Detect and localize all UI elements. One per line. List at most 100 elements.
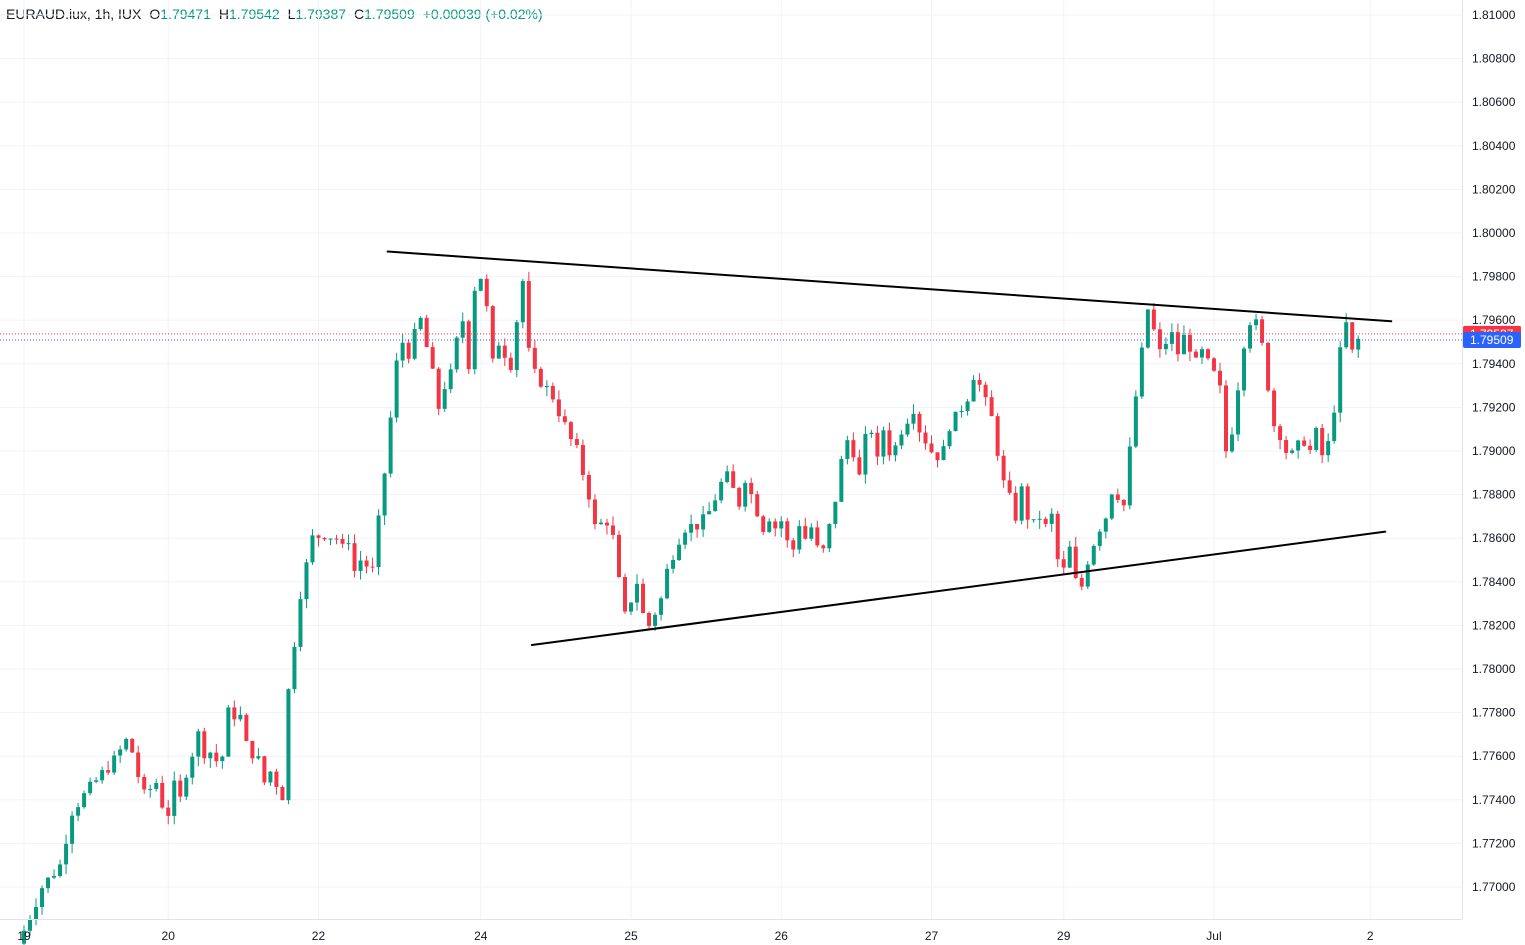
candle-body [178, 780, 183, 797]
candle-body [641, 583, 646, 614]
candle-body [334, 538, 339, 540]
trendline-lower[interactable] [530, 530, 1387, 647]
candle-body [148, 788, 153, 790]
candle-body [346, 543, 351, 545]
candle-body [677, 544, 682, 560]
candle-body [244, 714, 249, 741]
candle-body [184, 777, 189, 797]
candle-body [1332, 412, 1337, 442]
candle-body [532, 347, 537, 369]
candle-body [1061, 559, 1066, 568]
candle-body [154, 783, 159, 789]
chart-legend: EURAUD.iux, 1h, IUX O 1.79471 H 1.79542 … [6, 6, 543, 22]
candle-body [1338, 347, 1343, 413]
candle-body [442, 389, 447, 409]
x-tick-label: 26 [775, 929, 789, 943]
y-tick-label: 1.77400 [1472, 793, 1516, 807]
candle-body [1019, 486, 1024, 521]
candle-body [592, 499, 597, 525]
candle-body [731, 471, 736, 488]
y-tick-label: 1.79800 [1472, 270, 1516, 284]
candle-body [520, 281, 525, 323]
candle-body [1356, 338, 1361, 350]
candle-body [1260, 319, 1265, 343]
price-tag-label: 1.79509 [1470, 333, 1514, 347]
y-tick-label: 1.78400 [1472, 575, 1516, 589]
candle-body [671, 559, 676, 569]
candle-body [1314, 428, 1319, 450]
candle-body [160, 783, 165, 808]
candle-body [364, 560, 369, 567]
candle-body [418, 317, 423, 330]
x-tick-label: 24 [474, 929, 488, 943]
candle-body [1211, 358, 1216, 371]
candle-body [454, 337, 459, 370]
candle-body [1302, 440, 1307, 446]
legend-symbol[interactable]: EURAUD.iux, 1h, IUX [6, 6, 142, 22]
candle-body [1091, 545, 1096, 565]
candle-body [917, 413, 922, 433]
candle-body [947, 431, 952, 447]
candle-body [130, 738, 135, 753]
legend-close-value: 1.79509 [364, 6, 415, 22]
candle-body [965, 401, 970, 411]
candle-body [713, 500, 718, 512]
candle-body [580, 444, 585, 475]
y-tick-label: 1.80000 [1472, 226, 1516, 240]
candle-body [1344, 322, 1349, 348]
candle-body [562, 416, 567, 423]
y-tick-label: 1.79400 [1472, 357, 1516, 371]
candle-body [935, 452, 940, 461]
legend-low-value: 1.79387 [295, 6, 347, 22]
candle-body [1067, 546, 1072, 568]
candle-body [1320, 428, 1325, 456]
candle-body [1025, 486, 1030, 520]
y-tick-label: 1.77800 [1472, 706, 1516, 720]
candle-body [40, 888, 45, 908]
candle-body [1175, 332, 1180, 355]
candle-body [100, 770, 105, 781]
legend-high-label: H [218, 6, 229, 22]
candle-body [64, 843, 69, 865]
candle-body [797, 526, 802, 550]
x-tick-label: 20 [162, 929, 176, 943]
candle-body [304, 562, 309, 600]
candle-body [1055, 513, 1060, 560]
candle-body [286, 689, 291, 801]
candle-body [1043, 518, 1048, 524]
candle-body [142, 776, 147, 790]
candle-body [280, 786, 285, 801]
candle-body [94, 780, 99, 782]
candle-body [604, 522, 609, 526]
candle-body [929, 443, 934, 453]
candle-body [1097, 531, 1102, 546]
candle-body [1013, 492, 1018, 521]
grid [0, 0, 1462, 919]
y-tick-label: 1.77000 [1472, 880, 1516, 894]
candle-body [995, 416, 1000, 456]
candle-body [839, 458, 844, 502]
candle-body [899, 434, 904, 446]
candle-body [1157, 329, 1162, 350]
candle-body [1127, 446, 1132, 506]
candle-body [574, 438, 579, 445]
candle-body [1085, 564, 1090, 587]
candle-body [448, 369, 453, 390]
candle-body [743, 482, 748, 507]
candle-body [1163, 343, 1168, 350]
candle-body [484, 278, 489, 307]
candle-body [785, 521, 790, 541]
candle-body [568, 422, 573, 439]
candle-body [118, 749, 123, 756]
candle-body [1031, 519, 1036, 521]
candle-body [977, 380, 982, 385]
candle-body [412, 329, 417, 359]
y-tick-label: 1.78000 [1472, 662, 1516, 676]
candle-body [941, 446, 946, 461]
candle-body [220, 756, 225, 762]
candle-body [1296, 440, 1301, 451]
trendline-upper[interactable] [386, 250, 1393, 323]
candle-body [76, 807, 81, 816]
candle-body [1103, 518, 1108, 532]
